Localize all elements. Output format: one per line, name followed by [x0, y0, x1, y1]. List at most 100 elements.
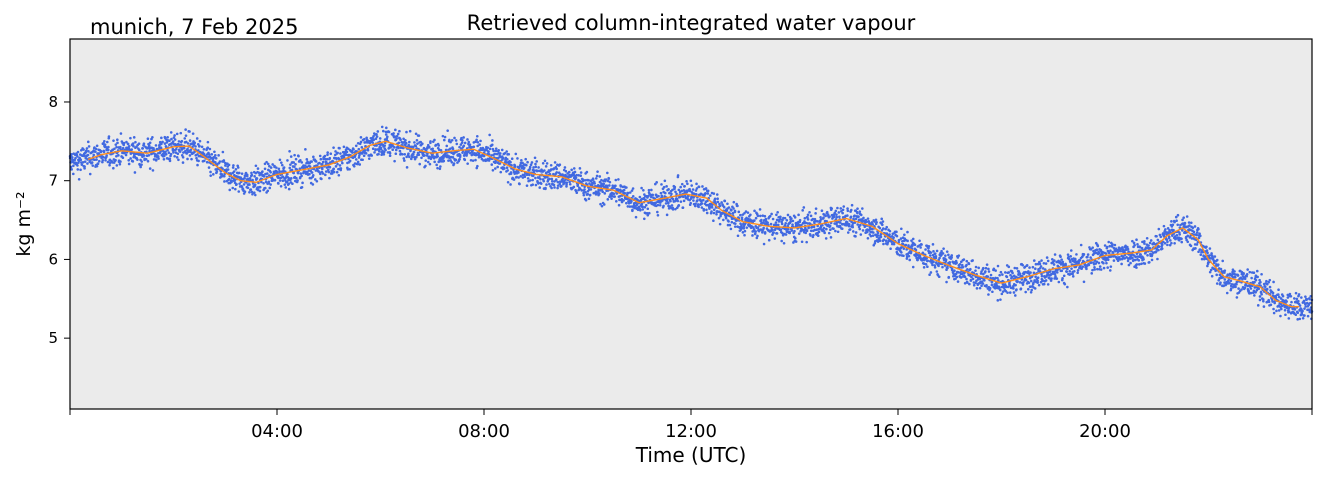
scatter-point	[605, 184, 609, 188]
scatter-point	[1142, 257, 1145, 261]
scatter-point	[209, 170, 212, 174]
scatter-point	[1173, 242, 1176, 245]
scatter-point	[184, 134, 188, 137]
scatter-point	[591, 178, 595, 181]
scatter-point	[933, 266, 937, 269]
scatter-point	[281, 179, 285, 183]
scatter-point	[160, 142, 163, 146]
scatter-point	[920, 243, 923, 246]
scatter-point	[722, 205, 726, 209]
scatter-point	[1260, 272, 1263, 276]
y-tick-label: 6	[48, 250, 58, 268]
scatter-point	[1187, 221, 1191, 224]
scatter-point	[294, 157, 298, 161]
scatter-point	[978, 286, 982, 290]
scatter-point	[578, 167, 582, 170]
scatter-point	[213, 150, 216, 154]
scatter-point	[851, 225, 855, 229]
scatter-point	[500, 148, 504, 152]
scatter-point	[882, 227, 885, 230]
scatter-point	[271, 163, 274, 166]
scatter-point	[1133, 243, 1136, 247]
scatter-point	[305, 165, 309, 169]
scatter-point	[166, 148, 169, 152]
scatter-point	[1037, 283, 1041, 287]
scatter-point	[728, 223, 732, 227]
scatter-point	[1210, 274, 1214, 278]
scatter-point	[1170, 241, 1173, 245]
scatter-point	[142, 142, 146, 145]
scatter-point	[685, 179, 688, 183]
scatter-point	[836, 206, 839, 210]
scatter-point	[76, 164, 79, 167]
scatter-point	[485, 148, 488, 152]
scatter-point	[358, 163, 362, 166]
scatter-point	[1111, 251, 1115, 254]
scatter-point	[76, 155, 79, 158]
scatter-point	[200, 145, 204, 149]
scatter-point	[103, 143, 107, 147]
scatter-point	[208, 147, 212, 151]
scatter-point	[141, 147, 145, 150]
scatter-point	[1069, 249, 1073, 252]
scatter-point	[1000, 292, 1004, 296]
scatter-point	[1304, 305, 1308, 308]
scatter-point	[1078, 259, 1082, 262]
scatter-point	[442, 138, 446, 142]
scatter-point	[308, 165, 312, 168]
scatter-point	[837, 211, 841, 214]
scatter-point	[718, 204, 722, 208]
scatter-point	[1036, 276, 1040, 279]
scatter-point	[782, 241, 786, 245]
scatter-point	[811, 217, 815, 221]
scatter-point	[442, 156, 445, 160]
scatter-point	[881, 223, 884, 227]
scatter-point	[256, 167, 260, 170]
scatter-point	[969, 267, 972, 271]
scatter-point	[263, 186, 267, 190]
scatter-point	[996, 299, 1000, 302]
scatter-point	[1021, 283, 1025, 286]
scatter-point	[119, 132, 123, 135]
scatter-point	[892, 236, 895, 239]
scatter-point	[865, 220, 869, 224]
scatter-point	[1157, 248, 1160, 252]
scatter-point	[1112, 259, 1116, 262]
scatter-point	[1212, 261, 1216, 265]
scatter-point	[1024, 290, 1027, 294]
scatter-point	[262, 175, 266, 178]
scatter-point	[838, 221, 842, 224]
scatter-point	[826, 213, 830, 216]
scatter-point	[458, 155, 462, 159]
scatter-point	[1292, 297, 1296, 300]
scatter-point	[879, 235, 883, 239]
scatter-point	[1003, 271, 1007, 274]
scatter-point	[1277, 309, 1281, 312]
scatter-point	[144, 157, 148, 161]
scatter-point	[338, 164, 342, 167]
scatter-point	[292, 161, 296, 164]
x-axis: 04:00 08:00 12:00 16:00 20:00	[69, 409, 1313, 442]
scatter-point	[168, 159, 172, 163]
scatter-point	[94, 150, 97, 153]
scatter-point	[1135, 266, 1138, 269]
scatter-point	[801, 209, 804, 212]
scatter-point	[715, 212, 718, 216]
scatter-point	[130, 148, 134, 151]
scatter-point	[183, 137, 187, 140]
scatter-point	[575, 191, 579, 195]
scatter-point	[444, 148, 448, 152]
scatter-point	[618, 194, 622, 198]
scatter-point	[1038, 262, 1042, 266]
scatter-point	[518, 182, 521, 186]
scatter-point	[885, 225, 889, 229]
scatter-point	[814, 212, 817, 215]
scatter-point	[414, 144, 418, 148]
scatter-point	[929, 271, 933, 274]
scatter-point	[383, 144, 387, 147]
scatter-point	[1289, 294, 1293, 298]
scatter-point	[816, 224, 819, 228]
scatter-point	[1106, 266, 1109, 269]
scatter-point	[1067, 255, 1070, 259]
scatter-point	[1308, 297, 1311, 301]
